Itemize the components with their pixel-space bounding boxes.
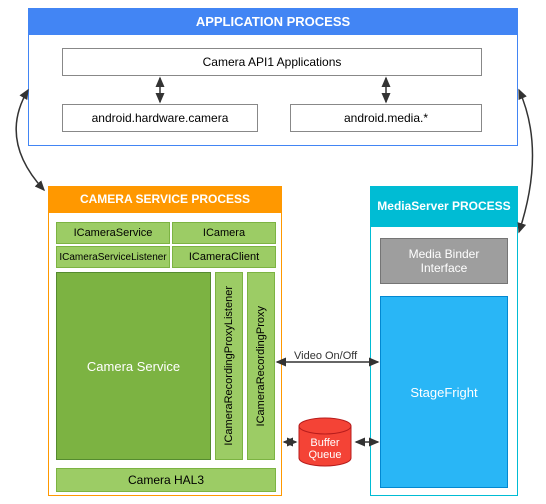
camera-service-label: Camera Service (87, 359, 180, 374)
icameraclient-box: ICameraClient (172, 246, 276, 268)
irecproxylistener-box: ICameraRecordingProxyListener (215, 272, 243, 460)
irecproxy-box: ICameraRecordingProxy (247, 272, 275, 460)
app-process-title-text: APPLICATION PROCESS (196, 14, 350, 29)
camera-api1-box: Camera API1 Applications (62, 48, 482, 76)
hw-camera-box: android.hardware.camera (62, 104, 258, 132)
camera-api1-label: Camera API1 Applications (203, 55, 342, 69)
media-binder-label: Media Binder Interface (385, 247, 503, 276)
hw-camera-label: android.hardware.camera (92, 111, 229, 125)
camera-hal3-label: Camera HAL3 (128, 473, 204, 487)
video-onoff-label: Video On/Off (294, 350, 357, 362)
icamera-label: ICamera (203, 227, 245, 239)
icameraservice-box: ICameraService (56, 222, 170, 244)
icslistener-box: ICameraServiceListener (56, 246, 170, 268)
irecproxylistener-label: ICameraRecordingProxyListener (223, 286, 235, 446)
app-process-title: APPLICATION PROCESS (28, 8, 518, 34)
camera-service-box: Camera Service (56, 272, 211, 460)
buffer-queue-icon: Buffer Queue (296, 416, 354, 468)
icslistener-label: ICameraServiceListener (59, 252, 166, 263)
csp-title: CAMERA SERVICE PROCESS (48, 186, 282, 212)
stagefright-box: StageFright (380, 296, 508, 488)
msp-title-text: MediaServer PROCESS (377, 199, 510, 213)
stagefright-label: StageFright (410, 385, 477, 400)
android-media-box: android.media.* (290, 104, 482, 132)
icameraclient-label: ICameraClient (189, 251, 259, 263)
media-binder-box: Media Binder Interface (380, 238, 508, 284)
svg-text:Buffer: Buffer (310, 437, 339, 449)
msp-title: MediaServer PROCESS (370, 186, 518, 226)
icameraservice-label: ICameraService (74, 227, 153, 239)
camera-hal3-box: Camera HAL3 (56, 468, 276, 492)
diagram-canvas: APPLICATION PROCESS Camera API1 Applicat… (0, 0, 546, 504)
csp-title-text: CAMERA SERVICE PROCESS (80, 192, 250, 206)
svg-text:Queue: Queue (308, 449, 341, 461)
icamera-box: ICamera (172, 222, 276, 244)
irecproxy-label: ICameraRecordingProxy (255, 306, 267, 426)
android-media-label: android.media.* (344, 111, 428, 125)
